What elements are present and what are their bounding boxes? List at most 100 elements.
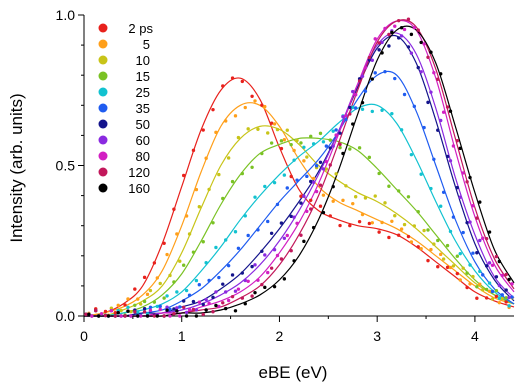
data-point (429, 187, 432, 190)
data-point (371, 110, 374, 113)
data-point (364, 66, 367, 69)
data-point (501, 274, 504, 277)
data-point (377, 41, 380, 44)
data-point (452, 215, 455, 218)
data-point (114, 311, 117, 314)
data-point (266, 220, 269, 223)
data-point (351, 106, 354, 109)
data-point (348, 224, 351, 227)
data-point (410, 51, 413, 54)
data-point (407, 45, 410, 48)
data-point (123, 314, 126, 317)
data-point (126, 306, 129, 309)
data-point (244, 214, 247, 217)
data-point (312, 142, 315, 145)
data-point (302, 146, 305, 149)
data-point (192, 149, 195, 152)
data-point (175, 306, 178, 309)
data-point (280, 139, 283, 142)
data-point (253, 99, 256, 102)
data-point (182, 174, 185, 177)
data-point (276, 203, 279, 206)
data-point (182, 306, 185, 309)
data-point (207, 188, 210, 191)
data-point (260, 283, 263, 286)
data-point (253, 195, 256, 198)
data-point (231, 180, 234, 183)
data-point (156, 305, 159, 308)
data-point (468, 176, 471, 179)
data-point (123, 303, 126, 306)
data-point (165, 308, 168, 311)
data-point (283, 237, 286, 240)
data-point (383, 27, 386, 30)
data-point (452, 144, 455, 147)
legend-label: 25 (136, 85, 150, 100)
data-point (188, 294, 191, 297)
data-point (361, 75, 364, 78)
data-point (354, 106, 357, 109)
data-point (292, 149, 295, 152)
data-point (442, 111, 445, 114)
data-point (266, 131, 269, 134)
data-point (504, 296, 507, 299)
data-point (504, 300, 507, 303)
data-point (495, 275, 498, 278)
data-point (119, 314, 122, 317)
data-point (172, 280, 175, 283)
data-point (410, 153, 413, 156)
data-point (149, 306, 152, 309)
data-point (351, 122, 354, 125)
data-point (250, 95, 253, 98)
legend-marker (99, 152, 108, 161)
data-point (273, 181, 276, 184)
data-point (380, 109, 383, 112)
data-point (263, 286, 266, 289)
data-point (224, 238, 227, 241)
data-point (165, 253, 168, 256)
data-point (253, 263, 256, 266)
data-point (417, 210, 420, 213)
data-point (498, 260, 501, 263)
x-tick-label: 2 (276, 328, 284, 344)
data-point (334, 133, 337, 136)
data-point (374, 194, 377, 197)
data-point (185, 311, 188, 314)
data-point (491, 297, 494, 300)
data-point (237, 247, 240, 250)
data-point (403, 28, 406, 31)
data-point (403, 223, 406, 226)
data-point (439, 205, 442, 208)
data-point (436, 239, 439, 242)
data-point (104, 314, 107, 317)
data-point (139, 302, 142, 305)
data-point (442, 257, 445, 260)
data-point (100, 312, 103, 315)
data-point (413, 105, 416, 108)
data-point (309, 180, 312, 183)
data-point (459, 278, 462, 281)
data-point (329, 146, 332, 149)
data-point (329, 214, 332, 217)
data-point (260, 152, 263, 155)
data-point (436, 78, 439, 81)
data-point (419, 173, 422, 176)
data-point (162, 242, 165, 245)
data-point (165, 305, 168, 308)
data-point (266, 271, 269, 274)
data-point (211, 221, 214, 224)
data-point (501, 293, 504, 296)
data-point (292, 158, 295, 161)
data-point (348, 106, 351, 109)
data-point (374, 71, 377, 74)
data-point (246, 234, 249, 237)
data-point (280, 257, 283, 260)
data-point (241, 271, 244, 274)
data-point (224, 119, 227, 122)
data-point (273, 122, 276, 125)
data-point (468, 220, 471, 223)
data-point (188, 232, 191, 235)
data-point (419, 41, 422, 44)
data-point (432, 158, 435, 161)
